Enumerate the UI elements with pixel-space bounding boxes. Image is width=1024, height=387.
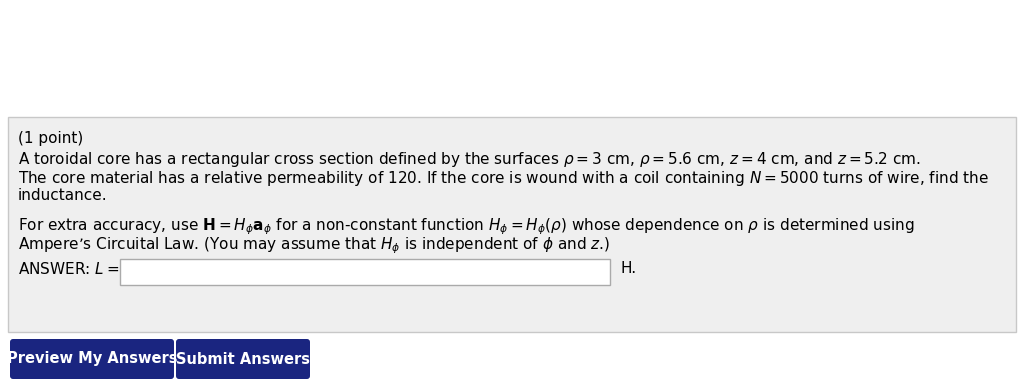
FancyBboxPatch shape bbox=[8, 117, 1016, 332]
Text: The core material has a relative permeability of 120. If the core is wound with : The core material has a relative permeab… bbox=[18, 169, 989, 188]
FancyBboxPatch shape bbox=[176, 339, 310, 379]
Text: Submit Answers: Submit Answers bbox=[176, 351, 310, 366]
FancyBboxPatch shape bbox=[10, 339, 174, 379]
Text: A toroidal core has a rectangular cross section defined by the surfaces $\rho = : A toroidal core has a rectangular cross … bbox=[18, 150, 921, 169]
Text: ANSWER: $L =$: ANSWER: $L =$ bbox=[18, 261, 120, 277]
Text: inductance.: inductance. bbox=[18, 188, 108, 203]
Text: H.: H. bbox=[620, 261, 636, 276]
Text: For extra accuracy, use $\mathbf{H} = H_\phi\mathbf{a}_\phi$ for a non-constant : For extra accuracy, use $\mathbf{H} = H_… bbox=[18, 216, 914, 236]
Text: Ampere’s Circuital Law. (You may assume that $H_\phi$ is independent of $\phi$ a: Ampere’s Circuital Law. (You may assume … bbox=[18, 235, 610, 255]
Text: Preview My Answers: Preview My Answers bbox=[7, 351, 177, 366]
FancyBboxPatch shape bbox=[120, 259, 610, 285]
Text: (1 point): (1 point) bbox=[18, 131, 83, 146]
